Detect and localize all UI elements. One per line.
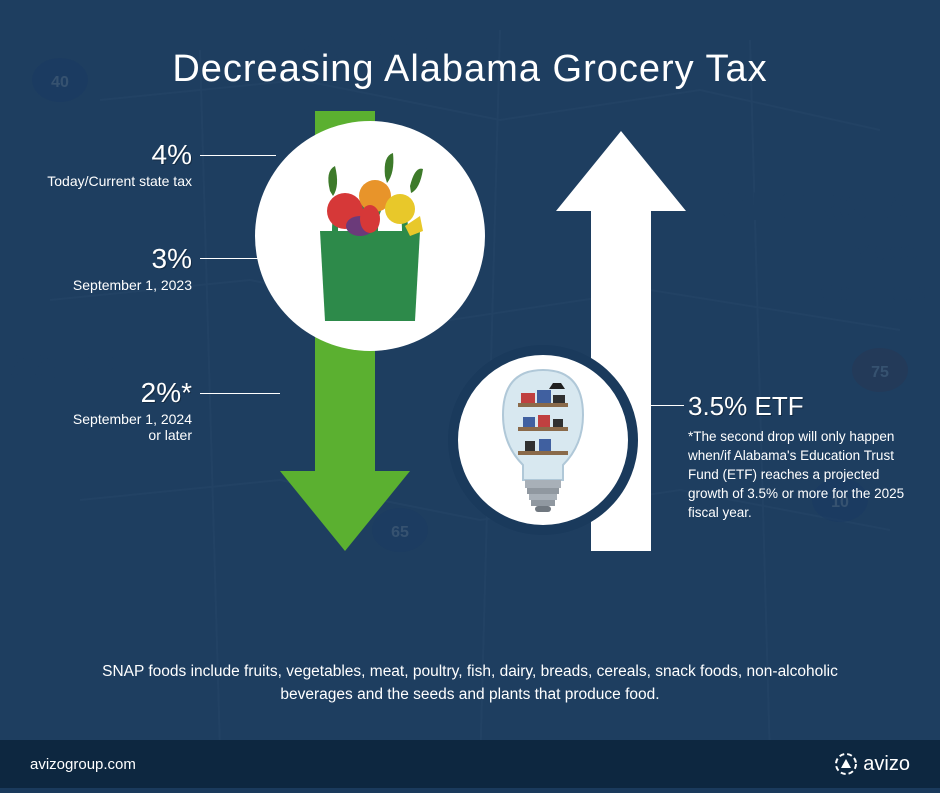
footer-url: avizogroup.com xyxy=(30,756,136,773)
connector-line xyxy=(640,405,684,406)
etf-block: 3.5% ETF *The second drop will only happ… xyxy=(688,391,908,522)
rate-value: 3% xyxy=(73,243,192,275)
footer-bar: avizogroup.com avizo xyxy=(0,740,940,788)
infographic-main: 4% Today/Current state tax 3% September … xyxy=(0,91,940,651)
connector-line xyxy=(200,258,280,259)
grocery-bag-circle xyxy=(255,121,485,351)
rate-item: 3% September 1, 2023 xyxy=(73,243,192,293)
rate-value: 2%* xyxy=(73,377,192,409)
lightbulb-circle xyxy=(448,345,638,535)
page-title: Decreasing Alabama Grocery Tax xyxy=(0,0,940,91)
rate-label: September 1, 2024 or later xyxy=(73,411,192,443)
rate-label: September 1, 2023 xyxy=(73,277,192,293)
lightbulb-icon xyxy=(483,365,603,515)
footer-brand: avizo xyxy=(863,753,910,776)
rate-item: 2%* September 1, 2024 or later xyxy=(73,377,192,443)
connector-line xyxy=(200,155,276,156)
rate-label: Today/Current state tax xyxy=(47,173,192,189)
connector-line xyxy=(200,393,280,394)
footer-logo: avizo xyxy=(835,753,910,776)
etf-heading: 3.5% ETF xyxy=(688,391,908,422)
rate-item: 4% Today/Current state tax xyxy=(47,139,192,189)
etf-body: *The second drop will only happen when/i… xyxy=(688,428,908,522)
rate-value: 4% xyxy=(47,139,192,171)
avizo-logo-icon xyxy=(835,753,857,775)
grocery-bag-icon xyxy=(275,141,465,331)
snap-description: SNAP foods include fruits, vegetables, m… xyxy=(0,660,940,707)
